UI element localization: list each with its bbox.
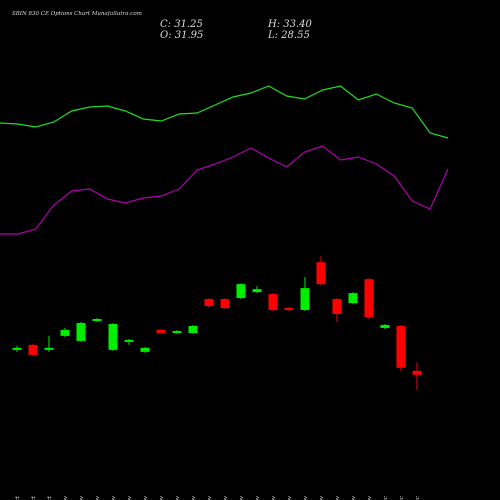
x-tick-label: 31 Oct bbox=[47, 495, 53, 500]
candle-body bbox=[300, 288, 310, 311]
candle-body bbox=[76, 323, 86, 341]
x-tick-label: 05 Nov bbox=[95, 495, 101, 500]
candle-body bbox=[252, 289, 262, 293]
candle-body bbox=[172, 330, 182, 333]
candle-body bbox=[188, 325, 198, 333]
candle-body bbox=[12, 347, 22, 350]
x-tick-label: 18 Nov bbox=[223, 495, 229, 500]
indicator-line bbox=[0, 145, 449, 235]
x-tick-label: 07 Nov bbox=[127, 495, 133, 500]
x-tick-label: 03 Dec bbox=[399, 496, 405, 500]
x-tick-label: 04 Nov bbox=[79, 495, 85, 500]
candle-body bbox=[268, 294, 278, 311]
candle-body bbox=[92, 319, 102, 322]
candle-body bbox=[108, 323, 118, 350]
high-label: H: 33.40 bbox=[267, 19, 313, 30]
x-tick-label: 19 Nov bbox=[239, 495, 245, 500]
x-tick-label: 11 Nov bbox=[159, 495, 165, 500]
candle-body bbox=[204, 299, 214, 307]
candle-body bbox=[380, 325, 390, 328]
x-tick-label: 14 Nov bbox=[207, 495, 213, 500]
x-tick-label: 02 Dec bbox=[383, 496, 389, 500]
x-tick-label: 30 Oct bbox=[31, 495, 37, 500]
candle-body bbox=[124, 339, 134, 342]
candle-body bbox=[60, 329, 70, 336]
x-tick-label: 20 Nov bbox=[255, 495, 261, 500]
candle-body bbox=[316, 262, 326, 285]
x-tick-label: 13 Nov bbox=[191, 495, 197, 500]
close-label: C: 31.25 bbox=[160, 19, 203, 30]
x-tick-label: 01 Nov bbox=[63, 495, 69, 500]
open-label: O: 31.95 bbox=[160, 30, 203, 41]
candle-body bbox=[348, 293, 358, 304]
x-tick-label: 22 Nov bbox=[287, 495, 293, 500]
x-tick-label: 26 Nov bbox=[319, 495, 325, 500]
candle-body bbox=[220, 299, 230, 309]
low-label: L: 28.55 bbox=[267, 30, 310, 41]
candle-body bbox=[332, 299, 342, 315]
x-tick-label: 27 Nov bbox=[335, 495, 341, 500]
candle-body bbox=[28, 344, 38, 355]
x-tick-label: 28 Nov bbox=[351, 495, 357, 500]
candle-body bbox=[156, 329, 166, 333]
indicator-line bbox=[0, 85, 449, 139]
x-tick-label: 04 Dec bbox=[415, 496, 421, 500]
candle-body bbox=[140, 347, 150, 352]
candle-body bbox=[364, 279, 374, 318]
x-tick-label: 12 Nov bbox=[175, 495, 181, 500]
candle-body bbox=[284, 308, 294, 311]
candle-body bbox=[44, 347, 54, 350]
candle-body bbox=[412, 370, 422, 375]
chart-title: SBIN 830 CE Options Chart MunafaSutra.co… bbox=[12, 11, 142, 17]
x-tick-label: 21 Nov bbox=[271, 495, 277, 500]
x-tick-label: 08 Nov bbox=[143, 495, 149, 500]
x-tick-label: 25 Nov bbox=[303, 495, 309, 500]
x-tick-label: 29 Nov bbox=[367, 495, 373, 500]
candle-body bbox=[396, 325, 406, 368]
candle-body bbox=[236, 284, 246, 299]
x-tick-label: 06 Nov bbox=[111, 495, 117, 500]
x-tick-label: 29 Oct bbox=[15, 495, 21, 500]
